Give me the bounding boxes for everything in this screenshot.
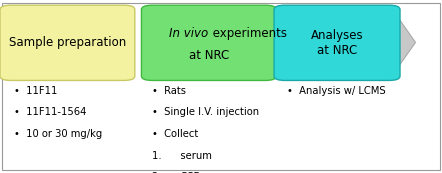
Text: 2.      CSF: 2. CSF [152,172,200,173]
Text: experiments: experiments [210,27,287,40]
Text: •  11F11-1564: • 11F11-1564 [14,107,87,117]
Text: •  Collect: • Collect [152,129,199,139]
Text: •  11F11: • 11F11 [14,86,57,96]
Text: Analyses
at NRC: Analyses at NRC [311,29,363,57]
Text: •  Analysis w/ LCMS: • Analysis w/ LCMS [287,86,386,96]
Text: 1.      serum: 1. serum [152,151,212,161]
FancyBboxPatch shape [141,5,276,80]
Text: Sample preparation: Sample preparation [9,36,126,49]
Text: •  10 or 30 mg/kg: • 10 or 30 mg/kg [14,129,103,139]
Text: In vivo: In vivo [169,27,209,40]
FancyBboxPatch shape [274,5,400,80]
Text: •  Rats: • Rats [152,86,187,96]
Text: at NRC: at NRC [189,49,229,62]
FancyBboxPatch shape [0,5,135,80]
Text: •  Single I.V. injection: • Single I.V. injection [152,107,259,117]
Polygon shape [146,8,415,77]
